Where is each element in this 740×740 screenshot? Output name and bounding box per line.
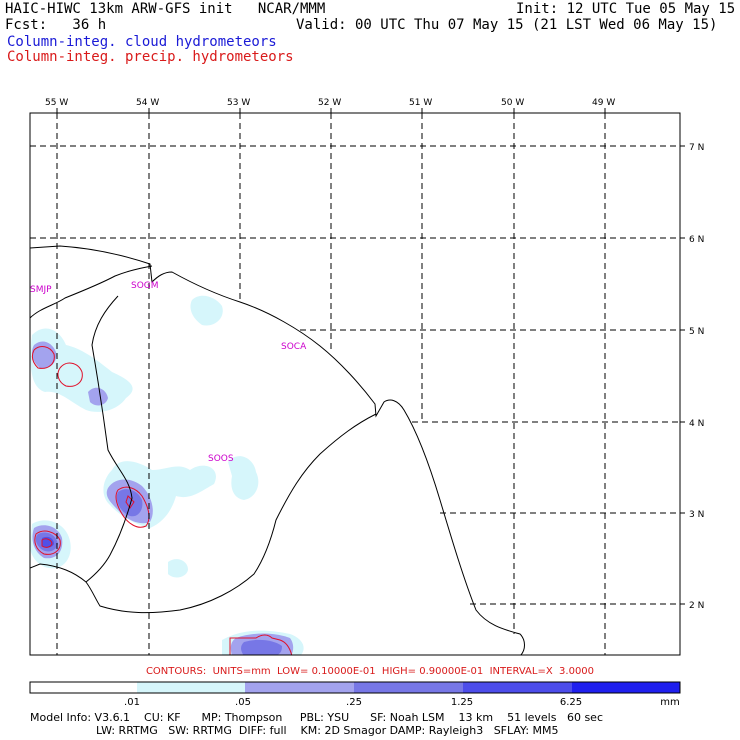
valid-time: Valid: 00 UTC Thu 07 May 15 (21 LST Wed … (296, 17, 718, 33)
lat-label-5n: 5 N (689, 327, 704, 337)
lat-label-3n: 3 N (689, 510, 704, 520)
field-cloud-label: Column-integ. cloud hydrometeors (7, 34, 277, 50)
colorbar-bin-2 (137, 682, 245, 693)
cloud-area-north (190, 295, 223, 326)
colorbar-label-6-25: 6.25 (560, 697, 582, 708)
lon-label-50w: 50 W (501, 98, 524, 108)
init-time: Init: 12 UTC Tue 05 May 15 (516, 1, 736, 17)
precip-contour-central-inner (125, 495, 135, 509)
forecast-hour: Fcst: 36 h (5, 17, 107, 33)
coastline (30, 245, 525, 655)
colorbar-label-0-25: .25 (346, 697, 362, 708)
lon-label-53w: 53 W (227, 98, 250, 108)
colorbar-bin-1 (30, 682, 137, 693)
colorbar (29, 681, 681, 694)
model-info-line-1: Model Info: V3.6.1 CU: KF MP: Thompson P… (30, 711, 603, 724)
tick-marks (56, 108, 685, 605)
lat-labels: 7 N 6 N 5 N 4 N 3 N 2 N (689, 143, 704, 611)
border-interior-west (30, 295, 133, 583)
border-interior-south (85, 413, 377, 614)
precip-contour-southwest-inner (41, 538, 53, 548)
cloud-area-soos (228, 456, 259, 500)
precip-contours (31, 346, 293, 655)
colorbar-bin-6 (572, 682, 680, 693)
colorbar-bin-4 (354, 682, 463, 693)
lat-label-4n: 4 N (689, 419, 704, 429)
lon-label-55w: 55 W (45, 98, 68, 108)
lon-label-54w: 54 W (136, 98, 159, 108)
station-labels: SMJP SOGM SOCA SOOS (30, 281, 307, 464)
colorbar-label-1-25: 1.25 (451, 697, 473, 708)
station-soos: SOOS (208, 454, 234, 464)
colorbar-label-0-05: .05 (235, 697, 251, 708)
colorbar-unit: mm (660, 697, 679, 708)
field-precip-label: Column-integ. precip. hydrometeors (7, 49, 294, 65)
station-soca: SOCA (281, 342, 307, 352)
border-suriname-french-guiana (30, 265, 153, 319)
lat-label-7n: 7 N (689, 143, 704, 153)
cloud-shading (30, 295, 304, 655)
lat-label-6n: 6 N (689, 235, 704, 245)
station-sogm: SOGM (131, 281, 159, 291)
lon-label-49w: 49 W (592, 98, 615, 108)
precip-contour-central (115, 486, 150, 528)
colorbar-labels: .01 .05 .25 1.25 6.25 mm (124, 697, 680, 708)
precip-contour-bottom (229, 634, 293, 655)
colorbar-outline (29, 681, 681, 694)
coastline-atlantic (30, 245, 525, 655)
colorbar-bin-3 (245, 682, 354, 693)
precip-contour-north (57, 362, 83, 387)
precip-contour-northwest (31, 346, 55, 369)
lon-label-51w: 51 W (409, 98, 432, 108)
lat-label-2n: 2 N (689, 601, 704, 611)
latlon-grid (30, 113, 680, 655)
plot-title: HAIC-HIWC 13km ARW-GFS init NCAR/MMM (5, 1, 326, 17)
map-frame (29, 112, 681, 656)
lon-label-52w: 52 W (318, 98, 341, 108)
colorbar-label-0-01: .01 (124, 697, 140, 708)
station-smjp: SMJP (30, 285, 52, 295)
precip-contour-southwest (34, 530, 61, 555)
colorbar-bin-5 (463, 682, 572, 693)
model-info-line-2: LW: RRTMG SW: RRTMG DIFF: full KM: 2D Sm… (96, 724, 559, 737)
contour-info: CONTOURS: UNITS=mm LOW= 0.10000E-01 HIGH… (145, 666, 595, 677)
cloud-area-south-small (168, 559, 188, 578)
lon-labels: 55 W 54 W 53 W 52 W 51 W 50 W 49 W (45, 98, 615, 108)
